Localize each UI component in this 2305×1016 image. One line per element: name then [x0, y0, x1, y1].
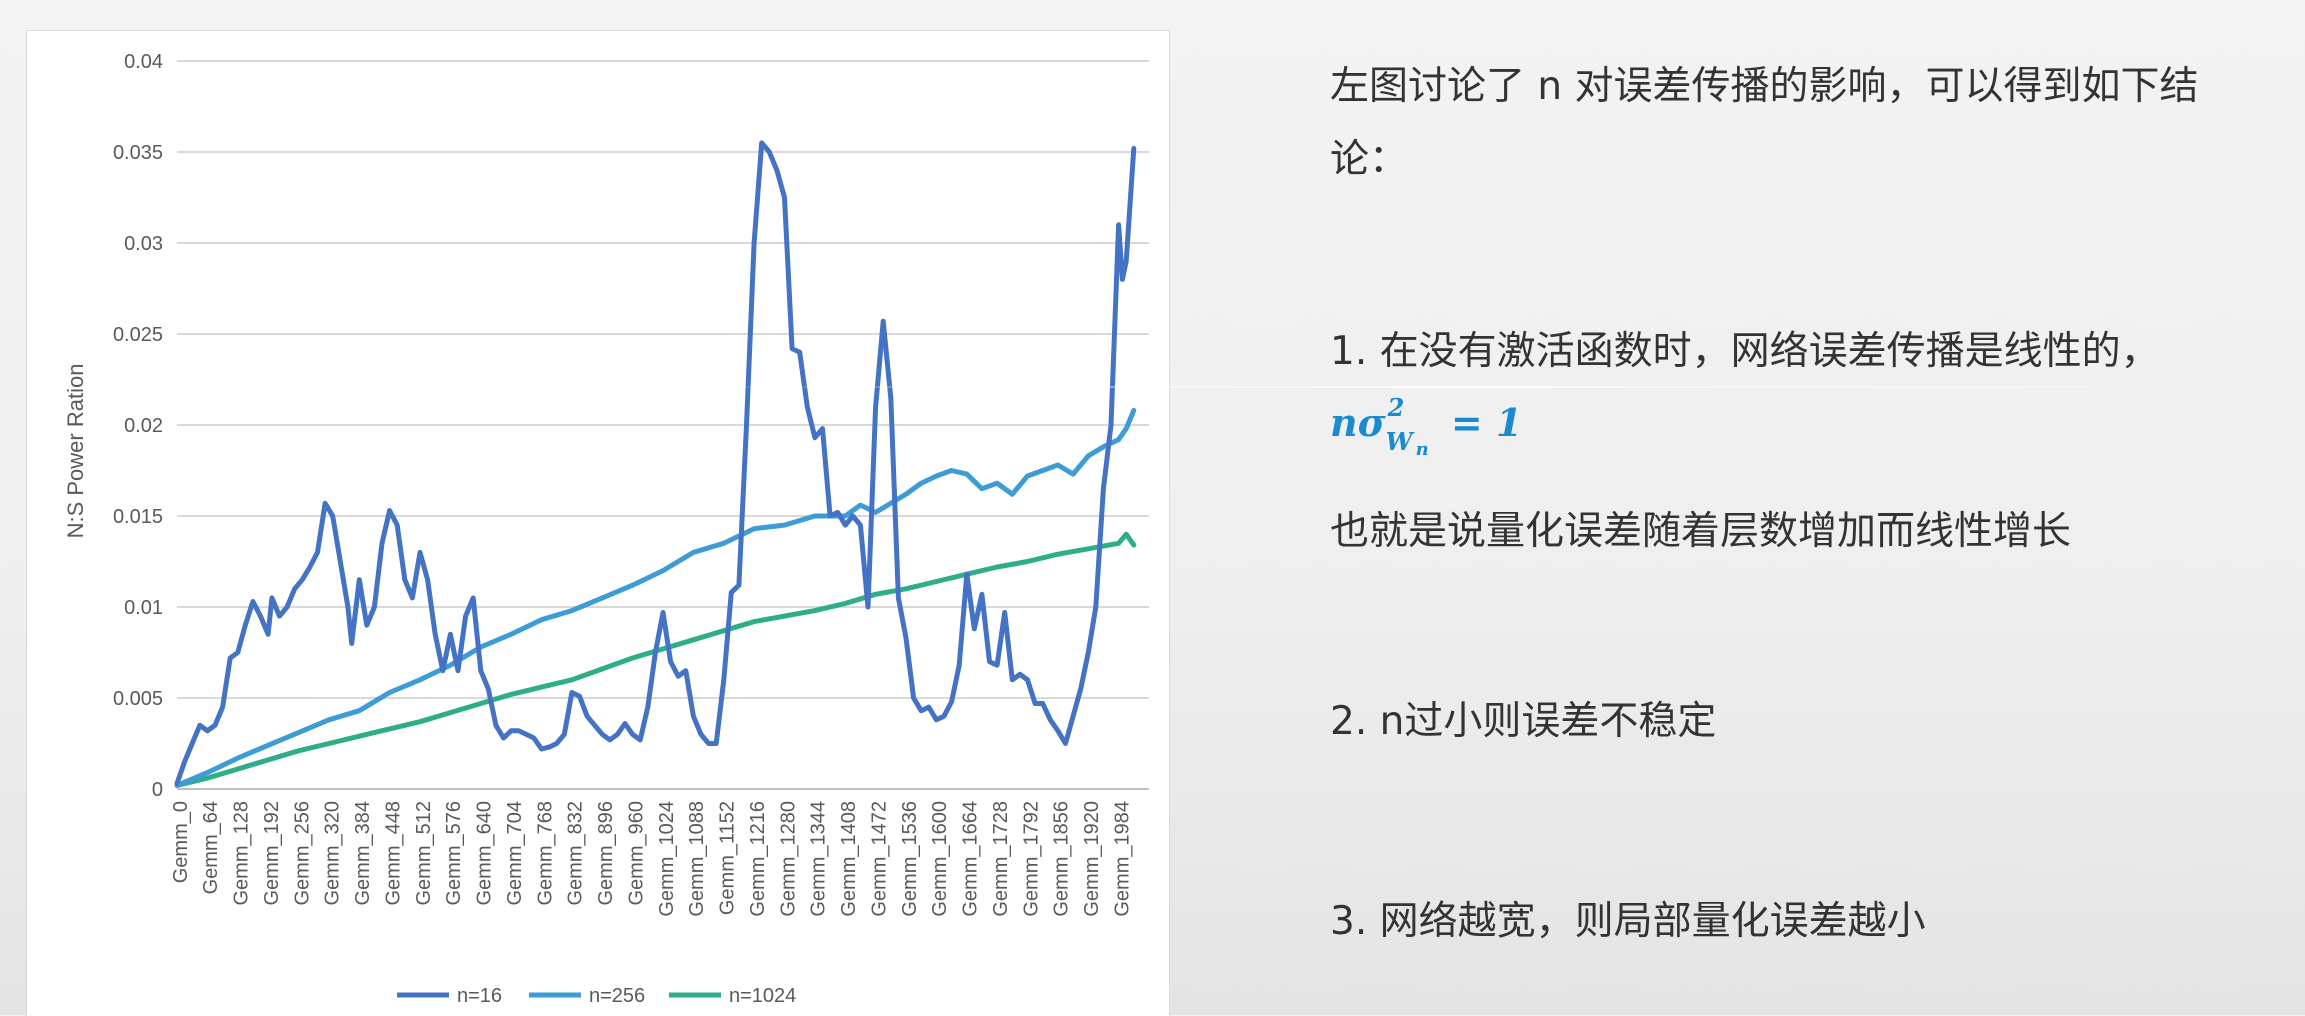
x-tick-label: Gemm_1536 [899, 801, 921, 917]
x-tick-label: Gemm_768 [534, 801, 556, 906]
x-tick-label: Gemm_1856 [1051, 801, 1073, 917]
x-tick-label: Gemm_1088 [686, 801, 708, 917]
y-tick-label: 0.015 [113, 506, 163, 528]
y-tick-label: 0.025 [113, 324, 163, 346]
x-tick-label: Gemm_192 [261, 801, 283, 906]
y-tick-label: 0.04 [124, 51, 163, 73]
y-tick-label: 0.035 [113, 142, 163, 164]
x-tick-label: Gemm_1344 [808, 801, 830, 917]
formula-sub-w: W [1385, 426, 1413, 456]
intro-text: 左图讨论了 n 对误差传播的影响，可以得到如下结论： [1330, 64, 2199, 182]
series-line-n=1024 [174, 531, 1137, 788]
grid-lines [177, 60, 1149, 790]
y-axis-title: N:S Power Ration [63, 364, 88, 539]
x-tick-label: Gemm_896 [595, 801, 617, 906]
formula-sigma: σ [1357, 400, 1386, 445]
x-tick-label: Gemm_960 [625, 801, 647, 906]
y-tick-label: 0.02 [124, 415, 163, 437]
x-tick-label: Gemm_1280 [777, 801, 799, 917]
y-tick-label: 0.03 [124, 233, 163, 255]
y-tick-label: 0.005 [113, 688, 163, 710]
point-1-detail: 也就是说量化误差随着层数增加而线性增长 [1330, 509, 2072, 554]
y-tick-label: 0 [152, 779, 163, 801]
legend-label: n=16 [457, 985, 502, 1007]
divider [640, 386, 2300, 388]
series-line-n=256 [174, 407, 1137, 788]
x-tick-label: Gemm_320 [322, 801, 344, 906]
x-tick-label: Gemm_1408 [838, 801, 860, 917]
line-chart: 0 0.005 0.01 0.015 0.02 0.025 0.03 0.035 0.04 Ge… [63, 51, 1149, 1007]
x-tick-label: Gemm_1600 [929, 801, 951, 917]
x-tick-label: Gemm_1472 [868, 801, 890, 917]
legend: n=16 n=256 n=1024 [397, 985, 796, 1007]
x-tick-label: Gemm_1792 [1020, 801, 1042, 917]
x-tick-label: Gemm_448 [382, 801, 404, 906]
formula-eq: = 1 [1437, 400, 1523, 445]
x-tick-label: Gemm_832 [565, 801, 587, 906]
x-tick-label: Gemm_576 [443, 801, 465, 906]
point-1-text: 1. 在没有激活函数时，网络误差传播是线性的， [1330, 329, 2160, 374]
x-tick-label: Gemm_1664 [960, 801, 982, 917]
legend-label: n=256 [589, 985, 645, 1007]
x-tick-label: Gemm_1024 [656, 801, 678, 917]
series-line-n=16 [174, 140, 1137, 786]
x-tick-label: Gemm_256 [291, 801, 313, 906]
x-tick-label: Gemm_128 [231, 801, 253, 906]
x-tick-label: Gemm_384 [352, 801, 374, 906]
formula-n: n [1330, 400, 1358, 445]
formula-sup: 2 [1387, 392, 1405, 422]
x-tick-label: Gemm_64 [200, 801, 222, 894]
formula-sub-n: n [1415, 438, 1429, 460]
x-axis-ticks: Gemm_0 Gemm_64 Gemm_128 Gemm_192 Gemm_256 Gem… [170, 801, 1134, 917]
x-tick-label: Gemm_512 [413, 801, 435, 906]
point-3-text: 3. 网络越宽，则局部量化误差越小 [1330, 899, 1926, 944]
x-tick-label: Gemm_1728 [990, 801, 1012, 917]
y-tick-label: 0.01 [124, 597, 163, 619]
x-tick-label: Gemm_0 [170, 801, 192, 883]
chart-panel: 0 0.005 0.01 0.015 0.02 0.025 0.03 0.035 0.04 Ge… [26, 30, 1170, 1016]
legend-label: n=1024 [729, 985, 796, 1007]
x-tick-label: Gemm_1920 [1081, 801, 1103, 917]
x-tick-label: Gemm_704 [504, 801, 526, 906]
y-axis-ticks: 0 0.005 0.01 0.015 0.02 0.025 0.03 0.035 0.04 [113, 51, 163, 801]
x-tick-label: Gemm_1152 [717, 801, 739, 915]
x-tick-label: Gemm_1984 [1111, 801, 1133, 917]
x-tick-label: Gemm_640 [474, 801, 496, 906]
point-2-text: 2. n过小则误差不稳定 [1330, 699, 1717, 744]
x-tick-label: Gemm_1216 [747, 801, 769, 917]
series-lines [174, 140, 1137, 788]
